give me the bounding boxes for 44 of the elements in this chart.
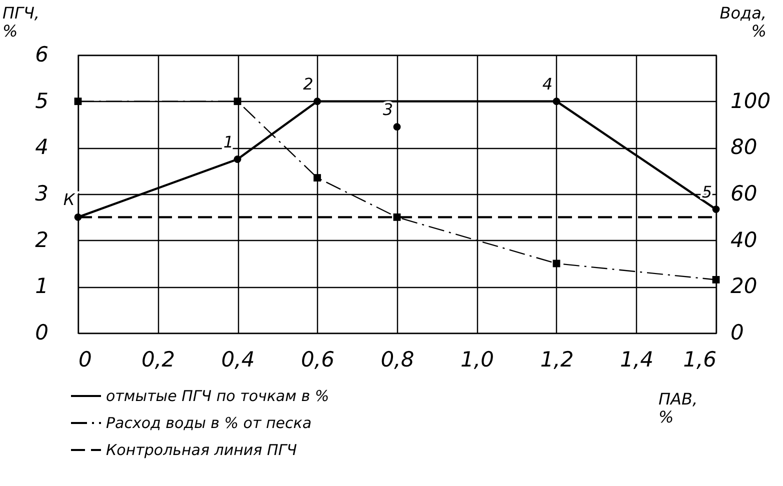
y-tick-label: 5 — [35, 88, 48, 113]
x-tick-label: 0,8 — [380, 348, 414, 372]
point — [712, 276, 720, 284]
y-axis-title: ПГЧ, % — [2, 4, 40, 40]
point — [234, 156, 242, 163]
x-tick-label: 0,2 — [142, 348, 175, 372]
legend-label: Расход воды в % от песка — [106, 414, 312, 432]
annotation: 1 — [223, 132, 234, 152]
point — [314, 98, 321, 106]
point — [393, 123, 401, 131]
y-tick-label: 1 — [35, 274, 48, 298]
annotation: 3 — [382, 100, 394, 119]
point — [74, 98, 82, 106]
annotation: 2 — [303, 74, 314, 94]
y-tick-label: 3 — [35, 182, 48, 206]
y-tick-label: 6 — [35, 42, 48, 66]
y2-tick-label: 40 — [730, 228, 758, 252]
x-tick-label: 1,4 — [620, 348, 654, 372]
x-tick-label: 0,4 — [221, 348, 255, 372]
y-tick-label: 2 — [35, 228, 48, 252]
y-tick-label: 0 — [35, 320, 48, 344]
point — [234, 98, 242, 106]
y2-tick-label: 60 — [730, 182, 758, 206]
legend-label: Контрольная линия ПГЧ — [106, 441, 297, 459]
y2-tick-label: 0 — [730, 320, 744, 344]
x-tick-label: 1,0 — [460, 348, 494, 372]
point — [712, 206, 720, 213]
y-tick-label: 4 — [35, 135, 48, 160]
x-tick-label: 0,6 — [301, 348, 334, 372]
x-axis-title: ПАВ, % — [658, 390, 698, 426]
annotation: К — [63, 190, 76, 210]
x-tick-label: 1,2 — [540, 348, 574, 372]
annotation: 4 — [542, 74, 553, 94]
x-tick-label: 0 — [78, 348, 92, 372]
y2-axis-title: Вода, % — [720, 4, 766, 40]
point — [314, 174, 321, 182]
x-tick-label: 1,6 — [683, 348, 716, 372]
y2-tick-label: 80 — [730, 135, 758, 160]
legend-label: отмытые ПГЧ по точкам в % — [106, 387, 330, 405]
point — [74, 213, 82, 221]
point — [393, 213, 401, 221]
y2-tick-label: 100 — [730, 88, 771, 113]
y2-tick-label: 20 — [730, 274, 758, 298]
point — [552, 98, 560, 106]
